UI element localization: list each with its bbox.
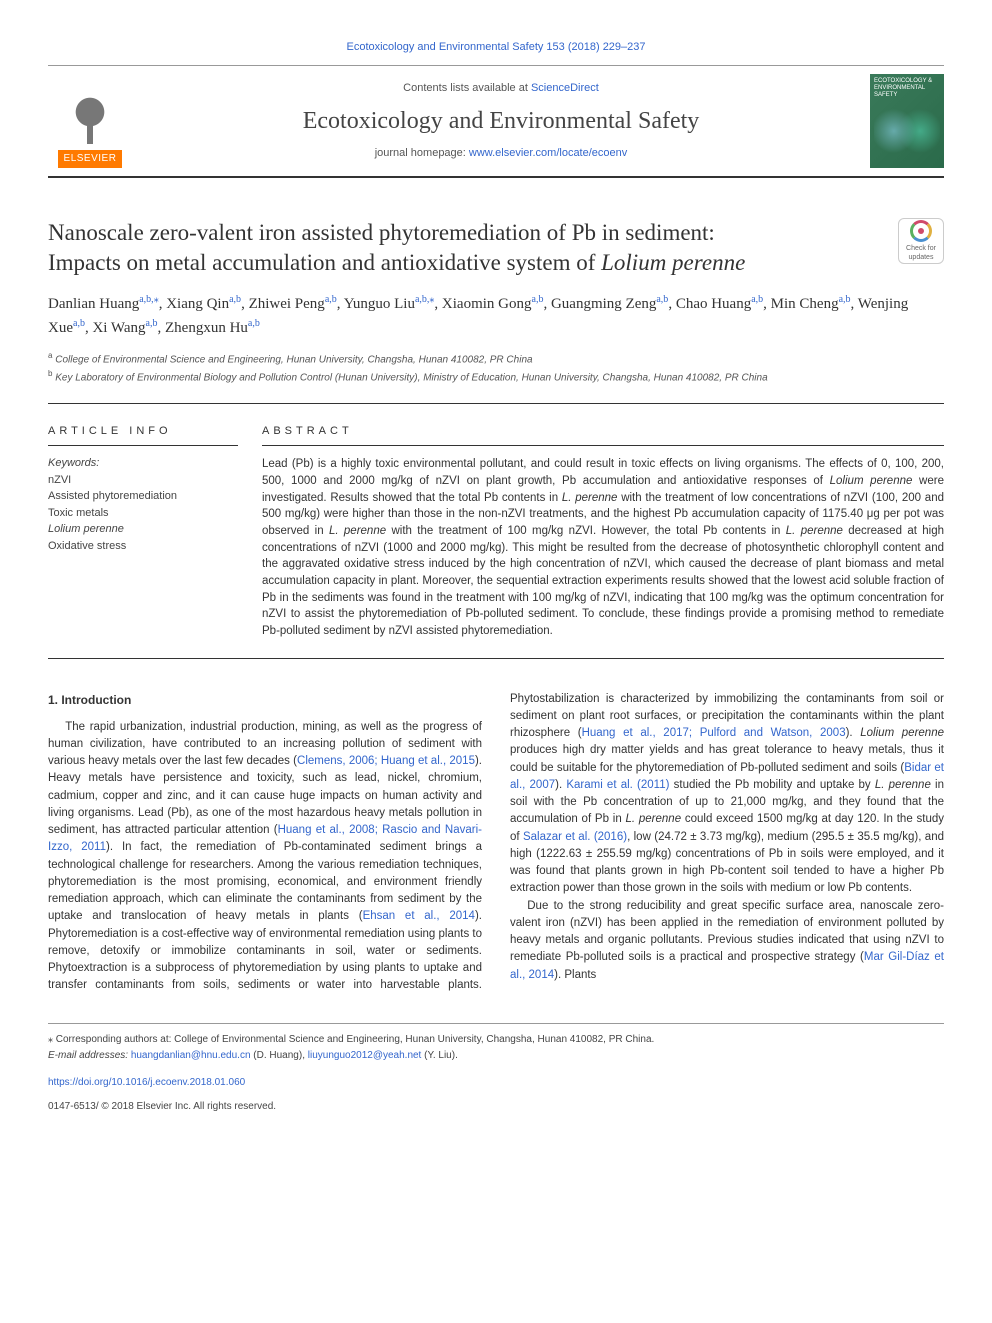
publisher-logo: ELSEVIER (48, 74, 132, 168)
text-run: ). (846, 727, 861, 739)
page: Ecotoxicology and Environmental Safety 1… (0, 0, 992, 1154)
title-line-2-italic: Lolium perenne (601, 250, 745, 275)
cover-image-icon (874, 101, 940, 161)
article-info-panel: ARTICLE INFO Keywords: nZVIAssisted phyt… (48, 424, 238, 640)
check-updates-label: Check for updates (899, 244, 943, 264)
publisher-label: ELSEVIER (58, 150, 123, 168)
check-for-updates-badge[interactable]: Check for updates (898, 218, 944, 264)
keyword-item: Oxidative stress (48, 538, 238, 555)
email-link-2[interactable]: liuyunguo2012@yeah.net (308, 1050, 422, 1061)
keyword-item: nZVI (48, 472, 238, 489)
running-head-link[interactable]: Ecotoxicology and Environmental Safety 1… (346, 41, 645, 53)
contents-prefix: Contents lists available at (403, 82, 531, 94)
journal-name: Ecotoxicology and Environmental Safety (132, 105, 870, 139)
article-info-heading: ARTICLE INFO (48, 424, 238, 446)
text-run: decreased at high concentrations of nZVI… (262, 525, 944, 637)
footnotes: ⁎ Corresponding authors at: College of E… (48, 1023, 944, 1064)
homepage-line: journal homepage: www.elsevier.com/locat… (132, 146, 870, 161)
keywords-label: Keywords: (48, 456, 238, 471)
italic-term: Lolium perenne (860, 727, 944, 739)
divider-bottom (48, 658, 944, 659)
doi-line: https://doi.org/10.1016/j.ecoenv.2018.01… (48, 1076, 944, 1090)
corresponding-author-note: ⁎ Corresponding authors at: College of E… (48, 1032, 944, 1048)
sciencedirect-link[interactable]: ScienceDirect (531, 82, 599, 94)
affiliation-b: b Key Laboratory of Environmental Biolog… (48, 368, 944, 385)
copyright-line: 0147-6513/ © 2018 Elsevier Inc. All righ… (48, 1100, 944, 1114)
abstract-heading: ABSTRACT (262, 424, 944, 446)
info-abstract-row: ARTICLE INFO Keywords: nZVIAssisted phyt… (48, 424, 944, 640)
citation-link[interactable]: Huang et al., 2017; Pulford and Watson, … (582, 727, 846, 739)
section-heading-introduction: 1. Introduction (48, 691, 482, 709)
running-head: Ecotoxicology and Environmental Safety 1… (48, 40, 944, 55)
crossmark-ring-icon (910, 220, 932, 242)
affiliations: a College of Environmental Science and E… (48, 350, 944, 385)
keyword-item: Assisted phytoremediation (48, 488, 238, 505)
citation-link[interactable]: Karami et al. (2011) (566, 779, 669, 791)
doi-link[interactable]: https://doi.org/10.1016/j.ecoenv.2018.01… (48, 1077, 245, 1088)
elsevier-tree-icon (60, 88, 120, 148)
keywords-list: nZVIAssisted phytoremediationToxic metal… (48, 472, 238, 555)
keyword-item: Toxic metals (48, 505, 238, 522)
body-two-column: 1. Introduction The rapid urbanization, … (48, 691, 944, 995)
citation-link[interactable]: Ehsan et al., 2014 (363, 910, 475, 922)
journal-cover-thumbnail: ECOTOXICOLOGY & ENVIRONMENTAL SAFETY (870, 74, 944, 168)
italic-term: L. perenne (329, 525, 386, 537)
divider-top (48, 403, 944, 404)
citation-link[interactable]: Salazar et al. (2016) (523, 831, 627, 843)
homepage-prefix: journal homepage: (375, 147, 469, 159)
text-run: with the treatment of 100 mg/kg nZVI. Ho… (386, 525, 786, 537)
contents-available-line: Contents lists available at ScienceDirec… (132, 81, 870, 96)
italic-term: Lolium perenne (830, 475, 913, 487)
italic-term: L. perenne (875, 779, 931, 791)
affiliation-a: a College of Environmental Science and E… (48, 350, 944, 367)
intro-paragraph-2: Due to the strong reducibility and great… (510, 898, 944, 984)
email-label: E-mail addresses: (48, 1050, 131, 1061)
email-line: E-mail addresses: huangdanlian@hnu.edu.c… (48, 1048, 944, 1064)
paper-title: Nanoscale zero-valent iron assisted phyt… (48, 218, 882, 278)
title-block: Nanoscale zero-valent iron assisted phyt… (48, 218, 944, 278)
italic-term: L. perenne (626, 813, 682, 825)
text-run: ). (555, 779, 566, 791)
abstract-text: Lead (Pb) is a highly toxic environmenta… (262, 456, 944, 639)
text-run: studied the Pb mobility and uptake by (669, 779, 874, 791)
cover-title: ECOTOXICOLOGY & ENVIRONMENTAL SAFETY (874, 78, 940, 98)
title-line-1: Nanoscale zero-valent iron assisted phyt… (48, 220, 715, 245)
email-link-1[interactable]: huangdanlian@hnu.edu.cn (131, 1050, 251, 1061)
text-run: ). Plants (554, 969, 596, 981)
email-suffix-2: (Y. Liu). (421, 1050, 458, 1061)
email-suffix-1: (D. Huang), (251, 1050, 308, 1061)
masthead-center: Contents lists available at ScienceDirec… (132, 81, 870, 161)
italic-term: L. perenne (786, 525, 843, 537)
citation-link[interactable]: Clemens, 2006; Huang et al., 2015 (297, 755, 475, 767)
abstract-panel: ABSTRACT Lead (Pb) is a highly toxic env… (262, 424, 944, 640)
keyword-item: Lolium perenne (48, 521, 238, 538)
journal-homepage-link[interactable]: www.elsevier.com/locate/ecoenv (469, 147, 627, 159)
italic-term: L. perenne (562, 492, 618, 504)
title-line-2-prefix: Impacts on metal accumulation and antiox… (48, 250, 601, 275)
author-list: Danlian Huanga,b,⁎, Xiang Qina,b, Zhiwei… (48, 292, 944, 340)
text-run: produces high dry matter yields and has … (510, 744, 944, 773)
masthead: ELSEVIER Contents lists available at Sci… (48, 65, 944, 178)
